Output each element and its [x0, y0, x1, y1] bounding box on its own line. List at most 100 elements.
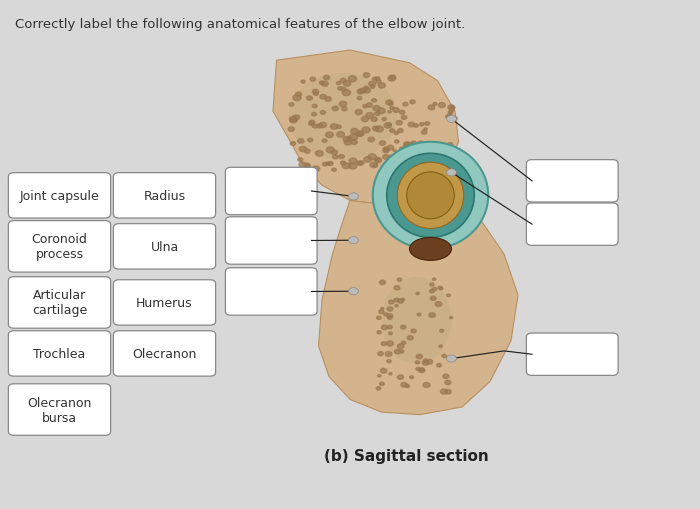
- Circle shape: [400, 148, 405, 152]
- Circle shape: [372, 127, 379, 132]
- Polygon shape: [318, 176, 518, 415]
- Circle shape: [379, 142, 386, 146]
- Circle shape: [349, 135, 358, 141]
- Circle shape: [322, 139, 327, 143]
- Circle shape: [382, 342, 386, 346]
- Circle shape: [439, 345, 442, 348]
- Circle shape: [402, 169, 407, 173]
- Circle shape: [377, 352, 383, 356]
- Circle shape: [293, 96, 301, 101]
- Circle shape: [407, 336, 413, 340]
- Circle shape: [321, 111, 326, 115]
- Circle shape: [411, 144, 415, 147]
- Circle shape: [377, 317, 381, 320]
- Circle shape: [449, 107, 455, 110]
- Circle shape: [433, 103, 437, 106]
- Circle shape: [447, 115, 450, 118]
- Circle shape: [377, 375, 381, 377]
- Circle shape: [421, 152, 426, 155]
- Circle shape: [400, 326, 406, 329]
- Circle shape: [398, 375, 403, 380]
- Circle shape: [363, 105, 368, 109]
- Circle shape: [376, 387, 381, 390]
- Circle shape: [316, 125, 322, 129]
- Circle shape: [440, 330, 444, 332]
- Circle shape: [349, 237, 358, 244]
- Circle shape: [419, 368, 424, 372]
- Circle shape: [398, 344, 404, 349]
- Circle shape: [351, 129, 358, 135]
- Circle shape: [304, 150, 310, 154]
- Circle shape: [405, 385, 409, 388]
- Circle shape: [288, 128, 294, 132]
- Circle shape: [379, 280, 386, 285]
- Circle shape: [307, 139, 313, 143]
- Circle shape: [349, 288, 358, 295]
- Circle shape: [312, 113, 316, 117]
- Circle shape: [401, 116, 407, 120]
- Circle shape: [374, 158, 380, 162]
- Circle shape: [355, 110, 363, 116]
- Circle shape: [383, 155, 389, 160]
- Circle shape: [451, 117, 457, 122]
- FancyBboxPatch shape: [113, 280, 216, 326]
- FancyBboxPatch shape: [526, 204, 618, 246]
- Text: Olecranon: Olecranon: [132, 347, 197, 360]
- Text: Radius: Radius: [144, 189, 186, 203]
- FancyBboxPatch shape: [8, 277, 111, 329]
- Circle shape: [393, 150, 396, 152]
- Circle shape: [447, 169, 456, 177]
- Circle shape: [410, 101, 415, 104]
- Circle shape: [365, 114, 374, 119]
- Circle shape: [424, 163, 428, 167]
- Circle shape: [372, 99, 377, 103]
- Ellipse shape: [410, 238, 452, 261]
- Circle shape: [332, 155, 338, 159]
- Circle shape: [299, 163, 307, 168]
- Circle shape: [387, 360, 391, 363]
- Circle shape: [376, 80, 381, 84]
- Circle shape: [312, 166, 320, 172]
- Circle shape: [448, 106, 455, 110]
- Circle shape: [298, 158, 302, 162]
- Circle shape: [362, 128, 370, 133]
- Circle shape: [342, 91, 351, 97]
- Circle shape: [387, 326, 392, 329]
- Circle shape: [412, 161, 416, 164]
- Circle shape: [342, 163, 350, 169]
- Circle shape: [374, 158, 382, 163]
- Circle shape: [331, 151, 337, 155]
- Circle shape: [389, 300, 394, 304]
- Circle shape: [361, 117, 368, 122]
- Circle shape: [447, 355, 456, 362]
- Circle shape: [425, 122, 430, 126]
- Text: Coronoid
process: Coronoid process: [32, 233, 88, 261]
- Circle shape: [326, 162, 331, 166]
- Circle shape: [444, 381, 451, 385]
- Circle shape: [449, 113, 452, 116]
- Circle shape: [307, 97, 312, 101]
- Circle shape: [413, 153, 417, 156]
- Circle shape: [449, 111, 453, 115]
- Circle shape: [401, 162, 406, 165]
- Circle shape: [426, 360, 433, 364]
- Circle shape: [357, 90, 363, 95]
- Circle shape: [438, 103, 445, 108]
- Circle shape: [379, 310, 384, 314]
- FancyBboxPatch shape: [225, 217, 317, 265]
- Circle shape: [370, 86, 374, 89]
- Ellipse shape: [372, 143, 489, 249]
- Circle shape: [343, 81, 351, 87]
- Text: Humerus: Humerus: [136, 296, 192, 309]
- Circle shape: [435, 158, 442, 163]
- Circle shape: [383, 148, 389, 152]
- Circle shape: [346, 137, 351, 140]
- FancyBboxPatch shape: [526, 333, 618, 376]
- Ellipse shape: [398, 163, 463, 229]
- FancyBboxPatch shape: [225, 168, 317, 215]
- Circle shape: [310, 78, 316, 82]
- Circle shape: [337, 132, 344, 138]
- Circle shape: [394, 298, 399, 302]
- Circle shape: [337, 88, 342, 91]
- Circle shape: [375, 127, 384, 133]
